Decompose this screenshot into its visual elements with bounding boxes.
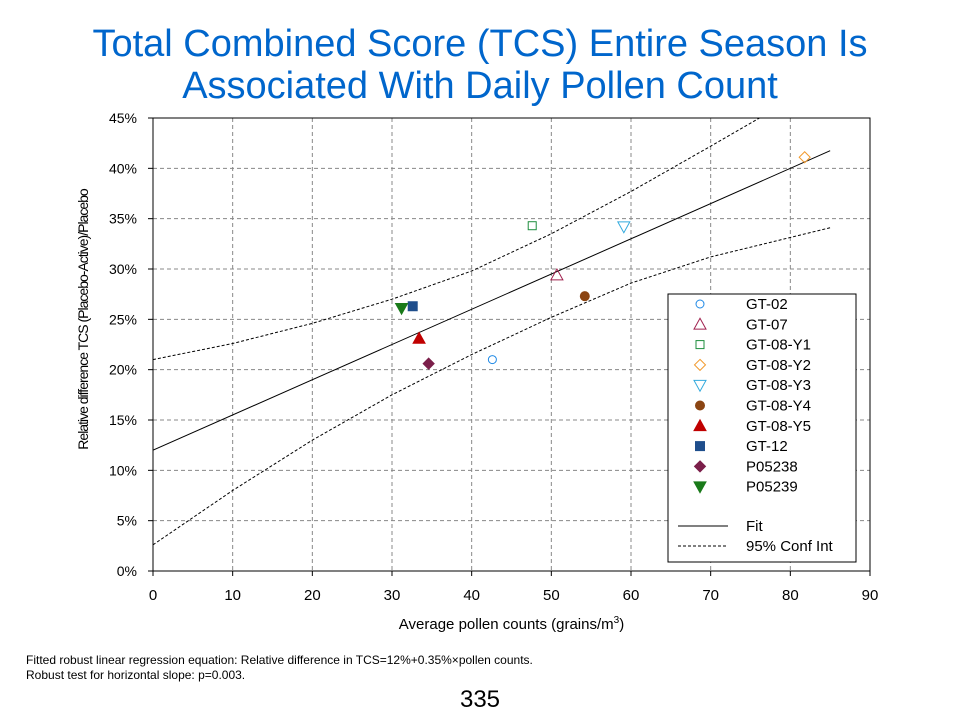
x-tick-label: 10 xyxy=(224,587,241,604)
conf-int-upper-line xyxy=(153,118,761,361)
legend-marker-gt-02 xyxy=(695,299,705,309)
y-tick-label: 0% xyxy=(117,563,137,579)
legend-label: 95% Conf Int xyxy=(746,538,834,555)
x-tick-label: 50 xyxy=(543,587,560,604)
legend: GT-02 GT-07 GT-08-Y1 GT-08-Y2 GT-08-Y3 GT-08-… xyxy=(667,293,857,563)
plot-area-frame xyxy=(152,117,871,572)
slide-title-line-1: Total Combined Score (TCS) Entire Season… xyxy=(92,23,868,65)
data-point-p05239 xyxy=(394,302,409,316)
legend-marker-p05239 xyxy=(693,481,707,494)
legend-marker-p05238 xyxy=(693,460,707,473)
x-tick-label: 20 xyxy=(304,587,321,604)
legend-marker-gt-08-y5 xyxy=(693,418,707,432)
y-axis-title: Relative difference TCS (Placebo-Active)… xyxy=(75,188,91,450)
y-tick-label: 10% xyxy=(109,462,137,478)
legend-label: P05238 xyxy=(746,458,798,475)
y-tick-label: 40% xyxy=(109,160,137,176)
x-tick-label: 90 xyxy=(862,587,879,604)
legend-label: GT-02 xyxy=(746,296,788,313)
x-tick-label: 0 xyxy=(149,587,157,604)
data-point-gt-08-y4 xyxy=(579,291,590,302)
y-tick-label: 5% xyxy=(117,513,137,529)
x-axis-title: Average pollen counts (grains/m3) xyxy=(399,615,624,633)
fit-line xyxy=(153,150,831,451)
legend-label: GT-08-Y2 xyxy=(746,357,811,374)
legend-label: Fit xyxy=(746,518,763,535)
x-tick-label: 70 xyxy=(702,587,719,604)
slide-title-line-2: Associated With Daily Pollen Count xyxy=(182,65,778,107)
regression-equation-note: Fitted robust linear regression equation… xyxy=(26,653,533,667)
legend-label: GT-08-Y3 xyxy=(746,377,811,394)
legend-marker-gt-12 xyxy=(695,441,705,452)
legend-marker-gt-08-y3 xyxy=(693,379,707,393)
conf-int-lower-line xyxy=(153,227,831,546)
legend-label: GT-08-Y1 xyxy=(746,337,811,354)
legend-marker-gt-08-y1 xyxy=(695,340,705,350)
legend-marker-gt-07 xyxy=(693,317,707,330)
page-number: 335 xyxy=(459,686,501,713)
legend-label: GT-08-Y4 xyxy=(746,398,811,415)
data-point-p05238 xyxy=(422,357,435,370)
legend-label: P05239 xyxy=(746,479,798,496)
axes: 0 10 20 30 40 50 60 70 80 90 0% 5% 10% 15% 20% 25% 30% 35… xyxy=(109,110,878,604)
data-point-gt-08-y5 xyxy=(412,331,426,344)
slope-test-note: Robust test for horizontal slope: p=0.00… xyxy=(26,668,246,682)
data-point-gt-08-y1 xyxy=(527,221,537,231)
y-tick-label: 15% xyxy=(109,412,137,428)
legend-label: GT-07 xyxy=(746,316,788,333)
x-tick-label: 30 xyxy=(384,587,401,604)
y-tick-label: 30% xyxy=(109,261,137,277)
legend-label: GT-08-Y5 xyxy=(746,418,811,435)
y-tick-label: 20% xyxy=(109,362,137,378)
data-point-gt-07 xyxy=(550,268,564,281)
y-tick-label: 25% xyxy=(109,311,137,327)
data-point-gt-08-y3 xyxy=(616,221,631,234)
data-point-gt-12 xyxy=(407,301,418,312)
legend-marker-gt-08-y2 xyxy=(693,358,707,372)
data-points xyxy=(394,151,811,370)
x-tick-label: 60 xyxy=(623,587,640,604)
data-point-gt-02 xyxy=(487,355,497,365)
regression-lines xyxy=(153,118,831,546)
data-point-gt-08-y2 xyxy=(798,151,811,164)
x-tick-label: 40 xyxy=(463,587,480,604)
legend-label: GT-12 xyxy=(746,438,788,455)
y-tick-label: 45% xyxy=(109,110,137,126)
legend-marker-gt-08-y4 xyxy=(695,400,705,411)
y-tick-label: 35% xyxy=(109,211,137,227)
x-tick-label: 80 xyxy=(782,587,799,604)
